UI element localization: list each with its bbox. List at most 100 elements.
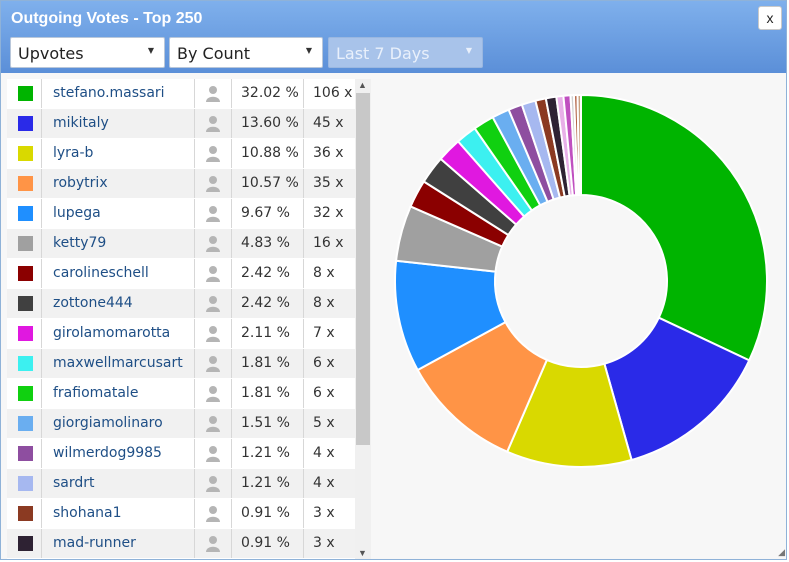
color-swatch (18, 236, 33, 251)
column-divider (303, 379, 304, 408)
close-button[interactable]: x (758, 6, 782, 30)
voter-name-link[interactable]: sardrt (53, 475, 95, 491)
voter-name-link[interactable]: maxwellmarcusart (53, 355, 183, 371)
color-swatch (18, 116, 33, 131)
color-swatch (18, 86, 33, 101)
user-icon[interactable] (205, 445, 221, 462)
scroll-down-icon[interactable]: ▼ (358, 548, 367, 558)
list-item[interactable]: girolamomarotta 2.11 % 7 x (7, 319, 355, 348)
color-swatch (18, 446, 33, 461)
column-divider (231, 439, 232, 468)
list-item[interactable]: lupega 9.67 % 32 x (7, 199, 355, 228)
user-icon[interactable] (205, 205, 221, 222)
vote-count: 106 x (313, 85, 353, 101)
vote-percentage: 9.67 % (241, 205, 290, 221)
voter-name-link[interactable]: mad-runner (53, 535, 136, 551)
pie-slice[interactable] (576, 93, 582, 197)
color-swatch (18, 146, 33, 161)
column-divider (194, 319, 195, 348)
user-icon[interactable] (205, 295, 221, 312)
voter-name-link[interactable]: frafiomatale (53, 385, 139, 401)
user-icon[interactable] (205, 145, 221, 162)
list-item[interactable]: mikitaly 13.60 % 45 x (7, 109, 355, 138)
pie-slice[interactable] (580, 93, 768, 362)
list-item[interactable]: lyra-b 10.88 % 36 x (7, 139, 355, 168)
user-icon[interactable] (205, 175, 221, 192)
column-divider (303, 229, 304, 258)
list-item[interactable]: shohana1 0.91 % 3 x (7, 499, 355, 528)
list-item[interactable]: stefano.massari 32.02 % 106 x (7, 79, 355, 108)
vote-count: 4 x (313, 475, 335, 491)
user-icon[interactable] (205, 115, 221, 132)
voter-name-link[interactable]: mikitaly (53, 115, 109, 131)
column-divider (41, 139, 42, 168)
column-divider (303, 439, 304, 468)
voter-name-link[interactable]: shohana1 (53, 505, 122, 521)
column-divider (194, 199, 195, 228)
color-swatch (18, 296, 33, 311)
voter-name-link[interactable]: carolineschell (53, 265, 149, 281)
list-item[interactable]: wilmerdog9985 1.21 % 4 x (7, 439, 355, 468)
column-divider (231, 259, 232, 288)
list-item[interactable]: frafiomatale 1.81 % 6 x (7, 379, 355, 408)
scroll-up-icon[interactable]: ▲ (358, 80, 367, 90)
column-divider (41, 499, 42, 528)
voter-name-link[interactable]: giorgiamolinaro (53, 415, 163, 431)
user-icon[interactable] (205, 355, 221, 372)
vote-count: 3 x (313, 535, 335, 551)
vote-percentage: 1.81 % (241, 355, 290, 371)
user-icon[interactable] (205, 475, 221, 492)
vote-percentage: 10.88 % (241, 145, 299, 161)
list-scrollbar[interactable]: ▲ ▼ (355, 79, 371, 559)
list-item[interactable]: maxwellmarcusart 1.81 % 6 x (7, 349, 355, 378)
vote-percentage: 1.81 % (241, 385, 290, 401)
user-icon[interactable] (205, 535, 221, 552)
user-icon[interactable] (205, 235, 221, 252)
column-divider (303, 409, 304, 438)
list-item[interactable]: robytrix 10.57 % 35 x (7, 169, 355, 198)
vote-count: 8 x (313, 295, 335, 311)
user-icon[interactable] (205, 85, 221, 102)
vote-count: 36 x (313, 145, 344, 161)
list-item[interactable]: sardrt 1.21 % 4 x (7, 469, 355, 498)
column-divider (303, 529, 304, 558)
voter-name-link[interactable]: ketty79 (53, 235, 107, 251)
column-divider (194, 109, 195, 138)
column-divider (231, 109, 232, 138)
column-divider (41, 529, 42, 558)
user-icon[interactable] (205, 385, 221, 402)
column-divider (231, 319, 232, 348)
resize-grip-icon[interactable]: ◢ (778, 547, 785, 557)
voter-list: stefano.massari 32.02 % 106 x mikitaly 13.60… (7, 79, 355, 559)
vote-percentage: 13.60 % (241, 115, 299, 131)
list-item[interactable]: zottone444 2.42 % 8 x (7, 289, 355, 318)
user-icon[interactable] (205, 325, 221, 342)
voter-name-link[interactable]: zottone444 (53, 295, 133, 311)
column-divider (41, 439, 42, 468)
voter-name-link[interactable]: robytrix (53, 175, 108, 191)
user-icon[interactable] (205, 505, 221, 522)
column-divider (231, 409, 232, 438)
column-divider (303, 139, 304, 168)
list-item[interactable]: giorgiamolinaro 1.51 % 5 x (7, 409, 355, 438)
column-divider (231, 379, 232, 408)
sort-dropdown[interactable]: By Count ▼ (169, 37, 323, 68)
list-item[interactable]: carolineschell 2.42 % 8 x (7, 259, 355, 288)
voter-name-link[interactable]: girolamomarotta (53, 325, 171, 341)
user-icon[interactable] (205, 415, 221, 432)
scrollbar-thumb[interactable] (356, 93, 370, 445)
list-item[interactable]: mad-runner 0.91 % 3 x (7, 529, 355, 558)
vote-count: 6 x (313, 385, 335, 401)
voter-name-link[interactable]: lupega (53, 205, 101, 221)
voter-name-link[interactable]: wilmerdog9985 (53, 445, 162, 461)
vote-type-dropdown[interactable]: Upvotes ▼ (10, 37, 165, 68)
column-divider (41, 409, 42, 438)
voter-name-link[interactable]: stefano.massari (53, 85, 165, 101)
column-divider (194, 439, 195, 468)
user-icon[interactable] (205, 265, 221, 282)
column-divider (41, 349, 42, 378)
voter-name-link[interactable]: lyra-b (53, 145, 94, 161)
list-item[interactable]: ketty79 4.83 % 16 x (7, 229, 355, 258)
color-swatch (18, 326, 33, 341)
vote-count: 35 x (313, 175, 344, 191)
